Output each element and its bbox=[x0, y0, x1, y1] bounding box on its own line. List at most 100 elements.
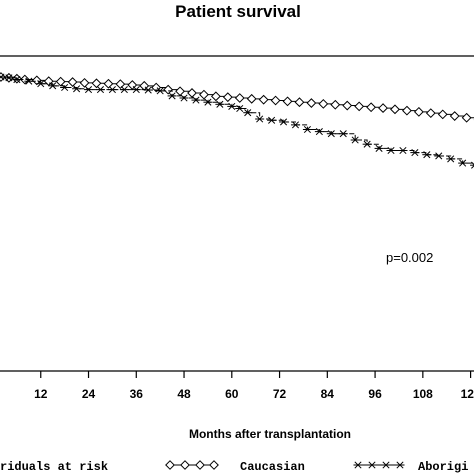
data-point-aboriginal bbox=[167, 92, 177, 100]
data-point-caucasian bbox=[55, 76, 66, 87]
data-point-aboriginal bbox=[155, 87, 165, 95]
legend-marker-asterisk bbox=[367, 461, 377, 469]
data-point-aboriginal bbox=[374, 144, 384, 152]
legend-label-aboriginal: Aborigi bbox=[418, 460, 468, 474]
legend-sample-caucasian bbox=[165, 460, 219, 470]
data-point-aboriginal bbox=[314, 128, 324, 136]
data-point-aboriginal bbox=[338, 130, 348, 138]
series-layer bbox=[0, 72, 474, 169]
data-point-aboriginal bbox=[458, 159, 468, 167]
data-point-caucasian bbox=[175, 86, 185, 97]
data-point-caucasian bbox=[378, 103, 388, 113]
data-point-aboriginal bbox=[24, 77, 34, 85]
data-point-aboriginal bbox=[434, 152, 444, 160]
data-point-aboriginal bbox=[0, 73, 6, 81]
data-point-caucasian bbox=[246, 93, 257, 104]
legend-marker-diamond bbox=[165, 460, 175, 470]
x-tick-label: 108 bbox=[413, 387, 433, 401]
data-point-aboriginal bbox=[84, 86, 94, 94]
data-point-aboriginal bbox=[179, 94, 189, 102]
series-line-aboriginal bbox=[0, 76, 474, 164]
data-point-aboriginal bbox=[60, 83, 70, 92]
data-point-caucasian bbox=[163, 84, 174, 95]
data-point-aboriginal bbox=[290, 121, 300, 129]
data-point-caucasian bbox=[103, 78, 114, 89]
legend: riduals at risk Caucasian Aborigi bbox=[0, 460, 468, 474]
data-point-caucasian bbox=[354, 101, 365, 112]
data-point-aboriginal bbox=[143, 86, 153, 94]
x-tick-label: 60 bbox=[225, 387, 239, 401]
data-point-aboriginal bbox=[95, 86, 105, 94]
data-point-caucasian bbox=[31, 75, 42, 86]
p-value-annotation: p=0.002 bbox=[386, 250, 433, 265]
x-tick-label: 36 bbox=[130, 387, 144, 401]
x-tick-label: 48 bbox=[177, 387, 191, 401]
legend-label-caucasian: Caucasian bbox=[240, 460, 305, 474]
data-point-caucasian bbox=[449, 111, 460, 121]
data-point-caucasian bbox=[187, 88, 197, 98]
data-point-caucasian bbox=[210, 91, 221, 102]
x-axis-ticks: 12 24 36 48 60 72 84 96 108 120 bbox=[34, 371, 474, 401]
data-point-caucasian bbox=[330, 99, 341, 110]
data-point-aboriginal bbox=[4, 74, 14, 82]
data-point-caucasian bbox=[402, 105, 412, 116]
chart-title: Patient survival bbox=[175, 2, 301, 21]
legend-marker-diamond bbox=[195, 460, 205, 470]
data-point-aboriginal bbox=[422, 151, 432, 159]
data-point-caucasian bbox=[234, 93, 245, 103]
data-point-caucasian bbox=[306, 98, 317, 108]
data-point-aboriginal bbox=[48, 82, 58, 90]
data-point-aboriginal bbox=[131, 86, 141, 94]
data-point-caucasian bbox=[413, 106, 424, 117]
data-point-aboriginal bbox=[386, 146, 396, 155]
data-point-aboriginal bbox=[243, 109, 253, 117]
data-point-caucasian bbox=[461, 112, 472, 123]
data-point-aboriginal bbox=[235, 104, 245, 113]
series-caucasian bbox=[0, 72, 474, 123]
x-tick-label: 120 bbox=[461, 387, 474, 401]
data-point-caucasian bbox=[79, 77, 90, 88]
data-point-caucasian bbox=[91, 78, 102, 89]
x-tick-label: 24 bbox=[82, 387, 96, 401]
x-axis-label: Months after transplantation bbox=[189, 427, 351, 441]
legend-marker-asterisk bbox=[353, 461, 363, 469]
x-tick-label: 12 bbox=[34, 387, 48, 401]
data-point-aboriginal bbox=[227, 102, 237, 110]
data-point-aboriginal bbox=[72, 85, 82, 93]
data-point-caucasian bbox=[67, 77, 78, 87]
data-point-caucasian bbox=[390, 104, 400, 115]
data-point-caucasian bbox=[342, 100, 353, 111]
data-point-caucasian bbox=[270, 95, 281, 106]
data-point-aboriginal bbox=[215, 100, 225, 108]
data-point-caucasian bbox=[437, 109, 448, 120]
legend-marker-diamond bbox=[180, 460, 190, 470]
x-tick-label: 84 bbox=[321, 387, 335, 401]
data-point-aboriginal bbox=[191, 96, 201, 104]
data-point-aboriginal bbox=[326, 130, 336, 138]
data-point-caucasian bbox=[282, 96, 293, 107]
data-point-aboriginal bbox=[398, 146, 408, 155]
data-point-aboriginal bbox=[362, 140, 372, 148]
data-point-caucasian bbox=[115, 79, 126, 90]
legend-sample-aboriginal bbox=[353, 461, 405, 469]
x-tick-label: 96 bbox=[368, 387, 382, 401]
legend-marker-diamond bbox=[209, 460, 219, 470]
data-point-caucasian bbox=[366, 102, 377, 113]
legend-marker-asterisk bbox=[381, 461, 391, 469]
data-point-aboriginal bbox=[107, 86, 117, 94]
data-point-aboriginal bbox=[350, 136, 360, 144]
data-point-aboriginal bbox=[203, 98, 213, 106]
data-point-aboriginal bbox=[12, 75, 22, 84]
legend-label-at-risk: riduals at risk bbox=[0, 460, 108, 474]
data-point-aboriginal bbox=[410, 149, 420, 157]
data-point-caucasian bbox=[318, 98, 329, 109]
data-point-caucasian bbox=[222, 92, 233, 103]
data-point-aboriginal bbox=[279, 118, 289, 126]
series-aboriginal bbox=[0, 73, 474, 169]
data-point-aboriginal bbox=[302, 125, 312, 134]
data-point-aboriginal bbox=[446, 155, 456, 163]
data-point-aboriginal bbox=[119, 86, 129, 94]
data-point-caucasian bbox=[19, 74, 30, 85]
x-tick-label: 72 bbox=[273, 387, 287, 401]
